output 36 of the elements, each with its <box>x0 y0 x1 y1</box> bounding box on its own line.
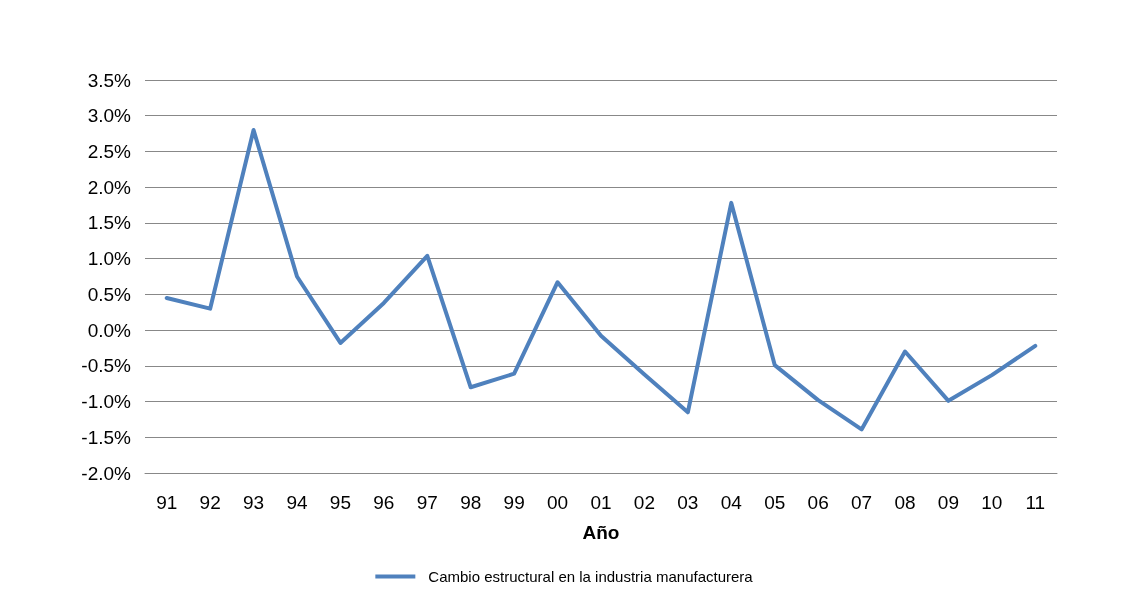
x-tick-label: 98 <box>460 492 482 513</box>
x-tick-label: 93 <box>243 492 265 513</box>
x-tick-label: 99 <box>503 492 525 513</box>
x-tick-label: 09 <box>937 492 959 513</box>
x-tick-label: 06 <box>807 492 829 513</box>
x-tick-label: 00 <box>547 492 569 513</box>
x-axis-title: Año <box>582 522 620 543</box>
y-tick-label: 1.0% <box>87 248 132 270</box>
x-tick-label: 94 <box>286 492 308 513</box>
y-tick-label: -2.0% <box>81 462 132 484</box>
x-tick-label: 96 <box>373 492 395 513</box>
x-tick-label: 08 <box>894 492 916 513</box>
x-tick-label: 11 <box>1025 492 1046 513</box>
x-tick-label: 02 <box>633 492 655 513</box>
y-tick-label: 3.5% <box>87 69 132 91</box>
y-tick-label: 0.5% <box>87 283 132 305</box>
x-tick-label: 01 <box>590 492 612 513</box>
x-tick-label: 07 <box>851 492 873 513</box>
legend-label: Cambio estructural en la industria manufacturera <box>428 568 754 585</box>
x-tick-label: 10 <box>981 492 1003 513</box>
x-tick-label: 92 <box>199 492 221 513</box>
x-tick-label: 91 <box>156 492 178 513</box>
x-tick-label: 05 <box>764 492 786 513</box>
y-tick-label: 3.0% <box>87 105 132 127</box>
y-tick-label: -1.5% <box>81 426 132 448</box>
x-tick-label: 95 <box>329 492 351 513</box>
x-tick-label: 97 <box>416 492 438 513</box>
y-tick-label: -0.5% <box>81 355 132 377</box>
y-tick-label: 1.5% <box>87 212 132 234</box>
y-tick-label: 0.0% <box>87 319 132 341</box>
y-tick-label: 2.5% <box>87 140 132 162</box>
x-tick-label: 03 <box>677 492 699 513</box>
y-tick-label: 2.0% <box>87 176 132 198</box>
x-tick-label: 04 <box>720 492 743 513</box>
y-tick-label: -1.0% <box>81 391 132 413</box>
line-series <box>164 128 1038 432</box>
